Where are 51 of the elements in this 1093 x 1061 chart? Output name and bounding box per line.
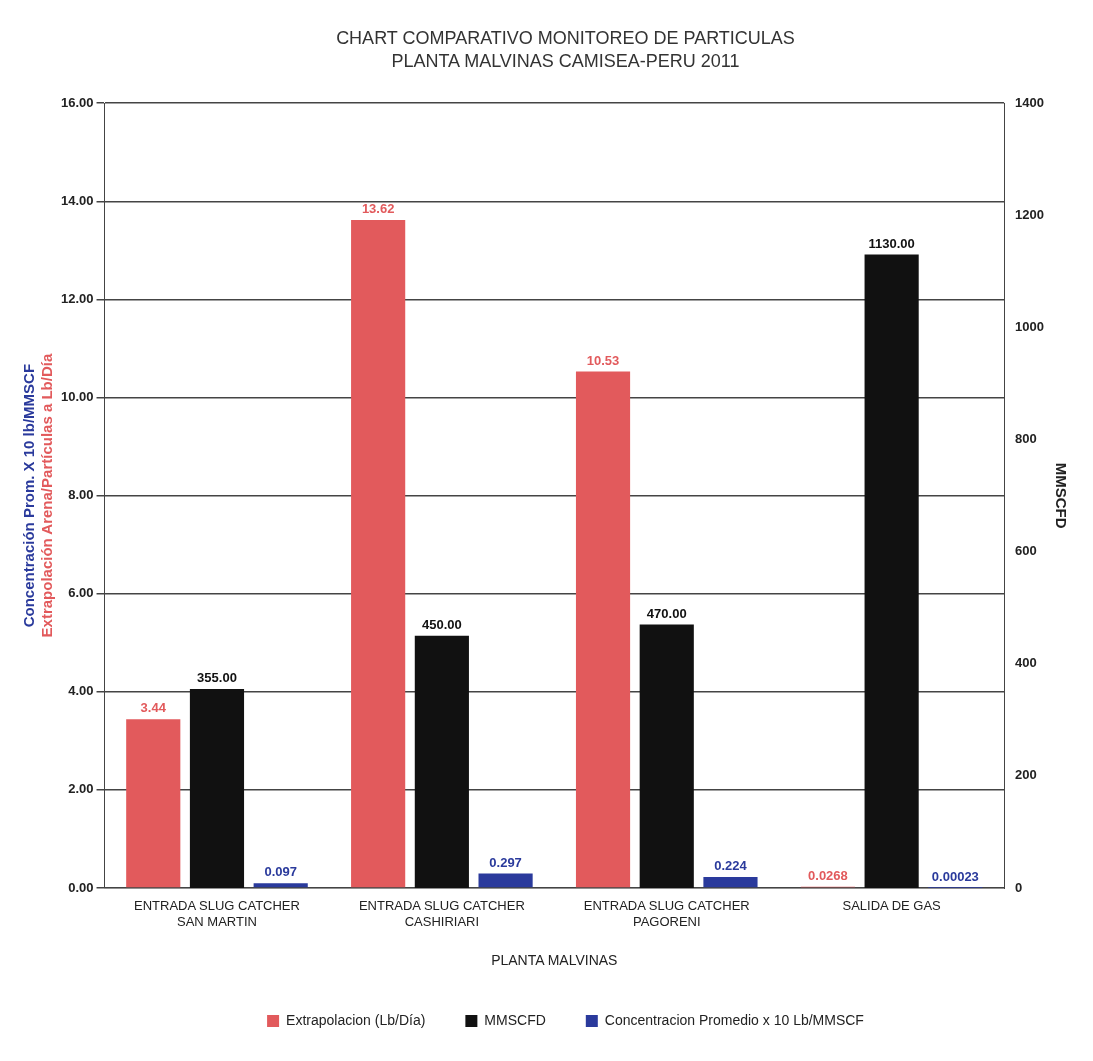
data-label: 3.44 [140,700,167,716]
bar [126,719,181,888]
y2-tick-label: 200 [1015,767,1037,783]
x-tick-label: ENTRADA SLUG CATCHER CASHIRIARI [358,898,525,929]
y-tick-label: 4.00 [68,683,94,699]
y2-tick-label: 400 [1015,655,1037,671]
y-tick-label: 6.00 [68,585,94,601]
y2-tick-label: 0 [1015,879,1023,895]
data-label: 450.00 [421,616,462,632]
data-label: 10.53 [586,352,620,368]
data-label: 0.0268 [808,867,848,883]
bar [253,883,308,888]
y2-axis-title: MMSCFD [1052,462,1070,529]
data-label: 0.224 [714,858,748,874]
chart-subtitle: PLANTA MALVINAS CAMISEA-PERU 2011 [391,51,740,72]
y2-tick-label: 1000 [1015,319,1044,335]
x-tick-label: ENTRADA SLUG CATCHER PAGORENI [583,898,750,929]
bar [864,254,919,888]
y-tick-label: 0.00 [68,879,94,895]
legend-label: MMSCFD [484,1011,546,1028]
legend-label: Extrapolacion (Lb/Día) [286,1011,426,1028]
legend-label: Concentracion Promedio x 10 Lb/MMSCF [604,1011,864,1028]
bar [414,635,469,888]
data-label: 0.297 [489,854,522,870]
y2-tick-label: 1200 [1015,206,1044,222]
y2-tick-label: 800 [1015,431,1037,447]
y-tick-label: 10.00 [60,389,94,405]
y-tick-label: 8.00 [68,487,94,503]
data-label: 470.00 [646,605,687,621]
y-tick-label: 16.00 [60,94,94,110]
x-tick-label: ENTRADA SLUG CATCHER SAN MARTIN [134,898,300,929]
y2-tick-label: 600 [1015,543,1037,559]
x-axis-title: PLANTA MALVINAS [491,952,618,969]
bar [575,371,631,888]
data-label: 1130.00 [868,235,915,251]
bar [703,877,758,888]
x-tick-label: SALIDA DE GAS [842,898,942,914]
y2-tick-label: 1400 [1015,94,1044,110]
bar [478,873,533,888]
y-tick-label: 14.00 [60,192,94,208]
y-tick-label: 2.00 [68,781,94,797]
y-axis-title: Concentración Prom. X 10 lb/MMSCF Extrapolación Arena/Partículas a Lb/Día [20,353,56,638]
data-label: 13.62 [361,201,395,217]
chart-title: CHART COMPARATIVO MONITOREO DE PARTICULAS [336,27,795,48]
data-label: 0.097 [264,864,297,880]
bar [639,624,694,888]
data-label: 355.00 [197,670,237,686]
bar [351,219,406,888]
data-label: 0.00023 [931,869,979,885]
y-tick-label: 12.00 [60,290,94,306]
bar [189,689,245,888]
